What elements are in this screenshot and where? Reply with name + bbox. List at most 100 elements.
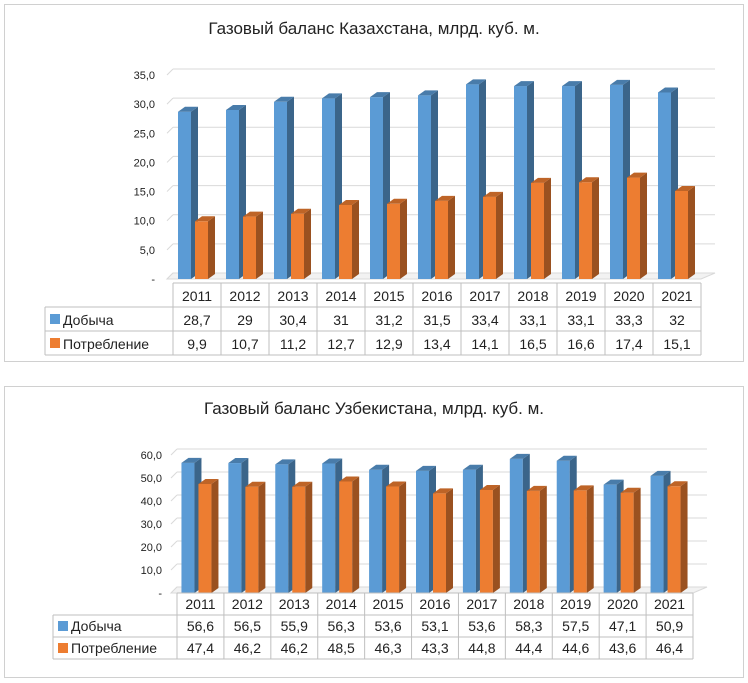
gridline-depth <box>166 97 174 105</box>
bar-consumption-2019 <box>579 177 599 279</box>
legend-key-production <box>50 314 60 324</box>
chart-panel-uzbekistan: Газовый баланс Узбекистана, млрд. куб. м… <box>4 386 744 678</box>
bar-consumption-2018 <box>526 485 547 593</box>
data-label: 44,6 <box>562 640 589 656</box>
data-label: 58,3 <box>515 618 542 634</box>
x-tick-label: 2020 <box>613 288 644 304</box>
data-label: 53,6 <box>374 618 401 634</box>
data-label: 43,3 <box>421 640 448 656</box>
x-tick-label: 2020 <box>607 596 638 612</box>
data-label: 48,5 <box>328 640 355 656</box>
y-tick-label: 10,0 <box>141 565 162 577</box>
bar-consumption-2011 <box>198 478 219 593</box>
data-label: 53,6 <box>468 618 495 634</box>
y-tick-label: 35,0 <box>134 70 155 82</box>
data-label: 29 <box>237 312 253 328</box>
chart-title-kazakhstan: Газовый баланс Казахстана, млрд. куб. м. <box>208 19 540 38</box>
y-tick-label: - <box>151 274 155 286</box>
data-label: 28,7 <box>183 312 210 328</box>
data-label: 10,7 <box>231 336 258 352</box>
data-label: 16,6 <box>567 336 594 352</box>
x-tick-label: 2018 <box>517 288 548 304</box>
data-label: 44,8 <box>468 640 495 656</box>
y-tick-label: 60,0 <box>141 450 162 462</box>
x-tick-label: 2014 <box>325 288 356 304</box>
x-tick-label: 2015 <box>373 596 404 612</box>
data-label: 13,4 <box>423 336 450 352</box>
legend-key-consumption <box>58 643 68 653</box>
data-label: 55,9 <box>281 618 308 634</box>
data-label: 31,2 <box>375 312 402 328</box>
y-tick-label: 30,0 <box>134 99 155 111</box>
data-label: 12,7 <box>327 336 354 352</box>
data-label: 46,2 <box>281 640 308 656</box>
data-label: 53,1 <box>421 618 448 634</box>
y-tick-label: 25,0 <box>134 128 155 140</box>
data-label: 57,5 <box>562 618 589 634</box>
legend-label-production: Добыча <box>63 312 114 328</box>
bar-consumption-2018 <box>531 177 551 279</box>
y-tick-label: 15,0 <box>134 187 155 199</box>
x-tick-label: 2019 <box>560 596 591 612</box>
gridline-depth <box>166 156 174 163</box>
chart-title-uzbekistan: Газовый баланс Узбекистана, млрд. куб. м… <box>204 399 544 418</box>
y-tick-label: 10,0 <box>134 216 155 228</box>
bar-consumption-2016 <box>435 195 455 279</box>
gridline-depth <box>166 243 174 251</box>
bar-consumption-2013 <box>292 481 313 593</box>
gridline-depth <box>170 540 178 548</box>
y-tick-label: 5,0 <box>140 245 155 257</box>
data-label: 15,1 <box>663 336 690 352</box>
data-table: 2011 2012 2013 2014 2015 2016 2017 2018 2019 2020… <box>52 592 694 660</box>
x-tick-label: 2015 <box>373 288 404 304</box>
bar-consumption-2020 <box>627 172 647 279</box>
chart-panel-kazakhstan: Газовый баланс Казахстана, млрд. куб. м.… <box>4 4 744 362</box>
y-tick-label: 30,0 <box>141 519 162 531</box>
y-tick-label: 20,0 <box>134 157 155 169</box>
data-label: 14,1 <box>471 336 498 352</box>
bar-consumption-2021 <box>667 481 688 593</box>
data-table: 2011 2012 2013 2014 2015 2016 2017 2018 2019 2020… <box>44 282 702 356</box>
data-label: 44,4 <box>515 640 542 656</box>
y-tick-label: 20,0 <box>141 542 162 554</box>
x-tick-label: 2016 <box>419 596 450 612</box>
x-tick-label: 2011 <box>185 596 215 612</box>
data-label: 47,4 <box>187 640 214 656</box>
gridline-depth <box>166 214 174 222</box>
x-tick-label: 2016 <box>421 288 452 304</box>
data-label: 43,6 <box>609 640 636 656</box>
x-tick-label: 2013 <box>279 596 310 612</box>
data-label: 17,4 <box>615 336 642 352</box>
y-tick-label: - <box>158 588 162 600</box>
data-label: 33,1 <box>519 312 546 328</box>
data-label: 12,9 <box>375 336 402 352</box>
data-label: 31 <box>333 312 349 328</box>
x-tick-label: 2013 <box>277 288 308 304</box>
x-tick-label: 2012 <box>229 288 260 304</box>
gridline-depth <box>166 126 174 134</box>
bar-consumption-2017 <box>483 191 503 279</box>
data-label: 46,3 <box>374 640 401 656</box>
gridline-depth <box>170 494 178 502</box>
bar-consumption-2015 <box>387 198 407 279</box>
chart-kazakhstan: - 5,0 10,0 15,0 20,0 25,0 30,0 35,0 2011 2012 2013… <box>44 68 716 356</box>
data-label: 9,9 <box>187 336 207 352</box>
bar-consumption-2012 <box>243 211 263 279</box>
bar-consumption-2014 <box>339 199 359 279</box>
x-tick-label: 2017 <box>469 288 500 304</box>
bar-consumption-2016 <box>433 488 453 593</box>
data-label: 47,1 <box>609 618 636 634</box>
data-label: 33,3 <box>615 312 642 328</box>
legend-key-production <box>58 621 68 631</box>
data-label: 16,5 <box>519 336 546 352</box>
gridline-depth <box>166 185 174 192</box>
gridline-depth <box>170 563 178 571</box>
bar-consumption-2019 <box>573 485 594 593</box>
bar-consumption-2017 <box>479 484 500 593</box>
legend-label-production: Добыча <box>71 618 122 634</box>
legend-key-consumption <box>50 338 60 348</box>
gridline-depth <box>170 471 178 479</box>
gridline-depth <box>170 517 178 525</box>
x-tick-label: 2017 <box>466 596 497 612</box>
